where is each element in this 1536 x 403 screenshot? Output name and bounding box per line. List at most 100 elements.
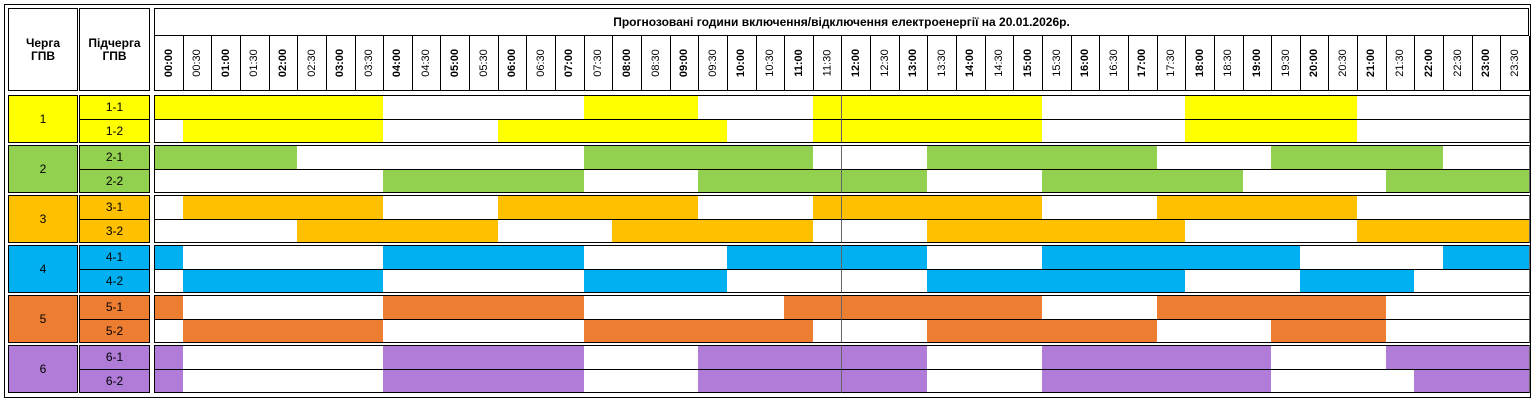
slot-cell: [927, 145, 958, 170]
slot-cell: [440, 168, 471, 193]
time-label: 05:00: [448, 48, 461, 78]
slot-cell: [526, 168, 557, 193]
slot-cell: [469, 118, 499, 143]
slot-cell: [268, 345, 299, 370]
slot-cell: [1328, 295, 1359, 320]
slot-cell: [411, 168, 442, 193]
slot-cell: [1185, 268, 1215, 293]
slot-cell: [411, 295, 442, 320]
slot-cell: [555, 345, 585, 370]
time-label: 14:30: [993, 49, 1006, 77]
time-label: 08:00: [620, 48, 633, 78]
time-label: 13:00: [907, 48, 920, 78]
slot-cell: [154, 245, 184, 270]
slot-cell: [239, 268, 270, 293]
slot-cell: [927, 345, 958, 370]
slot-cell: [1213, 345, 1244, 370]
slot-cell: [555, 195, 585, 220]
slot-cell: [354, 145, 385, 170]
slot-cell: [583, 318, 614, 343]
slot-cell: [1127, 218, 1158, 243]
slot-cell: [1471, 118, 1502, 143]
slot-cell: [956, 345, 986, 370]
slot-cell: [698, 168, 728, 193]
slot-cell: [1156, 268, 1187, 293]
slot-cell: [325, 118, 356, 143]
time-header: 14:30: [984, 36, 1015, 91]
slot-cell: [640, 145, 671, 170]
slot-cell: [383, 245, 413, 270]
slot-cell: [784, 145, 814, 170]
slot-cell: [182, 245, 213, 270]
slot-cell: [784, 195, 814, 220]
slot-cell: [182, 318, 213, 343]
slot-cell: [469, 168, 499, 193]
time-header: 09:00: [669, 36, 700, 91]
slot-cell: [812, 218, 843, 243]
slot-cell: [755, 295, 786, 320]
time-header: 13:30: [927, 36, 958, 91]
time-header: 12:00: [841, 36, 872, 91]
slot-cell: [1299, 268, 1330, 293]
slot-cell: [1127, 318, 1158, 343]
slot-cell: [239, 118, 270, 143]
slot-cell: [555, 145, 585, 170]
time-header: 02:00: [268, 36, 299, 91]
slot-cell: [555, 245, 585, 270]
slot-cell: [1213, 245, 1244, 270]
slot-cell: [583, 368, 614, 393]
slot-cell: [870, 145, 900, 170]
slot-cell: [1357, 195, 1387, 220]
slot-cell: [1156, 118, 1187, 143]
slot-cell: [497, 268, 528, 293]
slot-cell: [1500, 118, 1530, 143]
time-label: 19:00: [1250, 48, 1263, 78]
slot-cell: [1500, 218, 1530, 243]
slot-cell: [469, 295, 499, 320]
slot-cell: [1185, 345, 1215, 370]
slot-cell: [1185, 118, 1215, 143]
slot-cell: [1013, 318, 1044, 343]
slot-cell: [1414, 295, 1445, 320]
time-label: 22:00: [1422, 48, 1435, 78]
slot-cell: [956, 195, 986, 220]
time-label: 01:00: [219, 48, 232, 78]
slot-cell: [1185, 145, 1215, 170]
slot-cell: [354, 295, 385, 320]
slot-cell: [1385, 345, 1416, 370]
slot-cell: [927, 368, 958, 393]
slot-cell: [1357, 118, 1387, 143]
slot-cell: [956, 318, 986, 343]
slot-cell: [812, 368, 843, 393]
slot-cell: [1070, 218, 1101, 243]
time-label: 15:00: [1021, 48, 1034, 78]
slot-cell: [1357, 168, 1387, 193]
slot-cell: [325, 145, 356, 170]
slot-cell: [812, 268, 843, 293]
slot-cell: [1414, 245, 1445, 270]
time-header: 06:30: [526, 36, 557, 91]
slot-cell: [469, 345, 499, 370]
slot-cell: [726, 295, 757, 320]
slot-cell: [383, 218, 413, 243]
slot-cell: [726, 345, 757, 370]
time-label: 03:00: [334, 48, 347, 78]
slot-cell: [1185, 195, 1215, 220]
slot-cell: [268, 368, 299, 393]
slot-cell: [297, 218, 327, 243]
slot-cell: [726, 318, 757, 343]
slot-cell: [1271, 95, 1301, 120]
slot-cell: [1070, 168, 1101, 193]
slot-cell: [755, 245, 786, 270]
slot-cell: [182, 268, 213, 293]
time-header: 21:00: [1357, 36, 1387, 91]
slot-cell: [1414, 168, 1445, 193]
slot-cell: [526, 345, 557, 370]
slot-cell: [526, 368, 557, 393]
slot-cell: [1213, 218, 1244, 243]
slot-cell: [239, 318, 270, 343]
slot-cell: [870, 318, 900, 343]
slot-cell: [1185, 95, 1215, 120]
time-header: 20:30: [1328, 36, 1359, 91]
slot-cell: [1357, 268, 1387, 293]
